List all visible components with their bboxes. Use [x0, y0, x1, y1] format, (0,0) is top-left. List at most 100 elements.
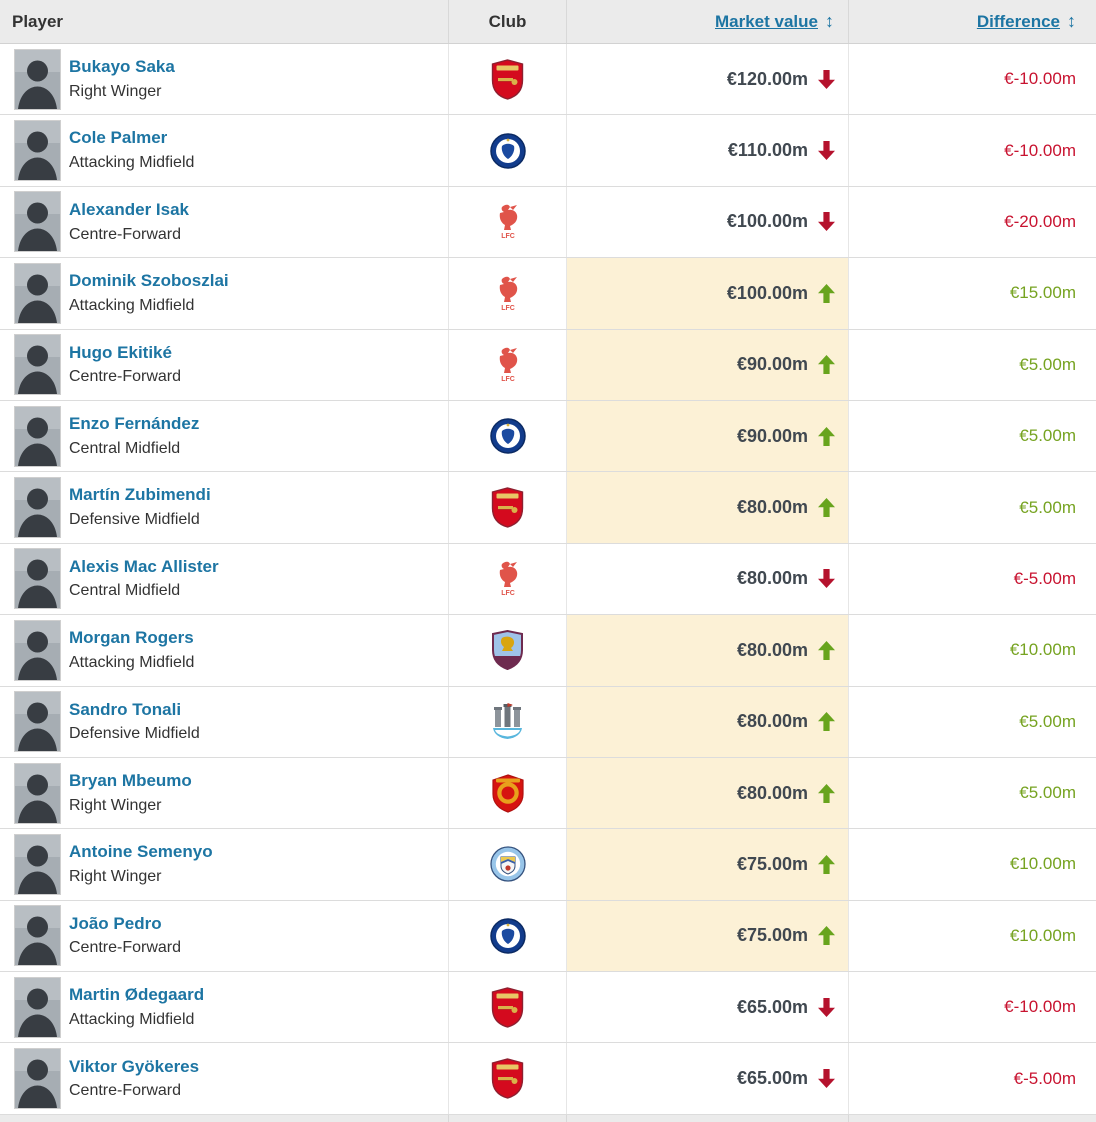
club-badge-aston-villa[interactable] — [492, 630, 523, 671]
club-badge-arsenal[interactable] — [491, 487, 524, 528]
difference-value: €5.00m — [1019, 426, 1076, 446]
decrease-arrow-icon — [818, 212, 835, 232]
player-position: Right Winger — [69, 868, 162, 886]
player-photo[interactable] — [14, 262, 61, 324]
market-value: €80.00m — [736, 711, 808, 732]
decrease-arrow-icon — [818, 997, 835, 1017]
player-name-link[interactable]: Bukayo Saka — [69, 57, 175, 77]
difference-sort-link[interactable]: Difference — [976, 11, 1060, 31]
market-value: €80.00m — [736, 639, 808, 660]
player-photo[interactable] — [14, 762, 61, 824]
player-photo[interactable] — [14, 619, 61, 681]
next-row-partial-strip — [0, 1114, 1096, 1122]
player-photo[interactable] — [14, 833, 61, 895]
player-name-link[interactable]: Martín Zubimendi — [69, 485, 211, 505]
difference-value: €10.00m — [1009, 925, 1076, 945]
club-badge-chelsea[interactable] — [489, 918, 526, 954]
player-name-link[interactable]: Morgan Rogers — [69, 628, 194, 648]
table-row: Bryan Mbeumo Right Winger €80.00m €5.00m — [0, 757, 1096, 830]
player-position: Attacking Midfield — [69, 653, 195, 671]
player-photo[interactable] — [14, 691, 61, 753]
player-photo[interactable] — [14, 191, 61, 253]
player-photo[interactable] — [14, 405, 61, 467]
market-value-sort-link[interactable]: Market value — [715, 11, 818, 31]
club-badge-liverpool[interactable]: LFC — [495, 203, 521, 240]
player-photo[interactable] — [14, 548, 61, 610]
player-name-link[interactable]: Bryan Mbeumo — [69, 770, 192, 790]
player-name-link[interactable]: Martin Ødegaard — [69, 985, 205, 1005]
difference-value: €5.00m — [1019, 497, 1076, 517]
player-name-link[interactable]: Enzo Fernández — [69, 414, 200, 433]
market-value: €120.00m — [726, 68, 808, 89]
club-badge-liverpool[interactable]: LFC — [495, 560, 521, 597]
player-name-link[interactable]: Cole Palmer — [69, 128, 168, 148]
player-position: Defensive Midfield — [69, 725, 200, 743]
difference-value: €5.00m — [1019, 711, 1076, 731]
club-badge-liverpool[interactable]: LFC — [495, 346, 521, 383]
market-value: €100.00m — [726, 211, 808, 232]
market-value: €75.00m — [736, 925, 808, 946]
club-badge-chelsea[interactable] — [489, 132, 526, 169]
player-position: Centre-Forward — [69, 939, 182, 957]
player-position: Centre-Forward — [69, 1082, 182, 1100]
table-row: Martin Ødegaard Attacking Midfield €65.0… — [0, 972, 1096, 1044]
svg-text:LFC: LFC — [501, 376, 515, 383]
player-name-link[interactable]: João Pedro — [69, 913, 162, 933]
player-name-link[interactable]: Alexander Isak — [69, 199, 190, 219]
player-photo[interactable] — [14, 334, 61, 396]
difference-value: €5.00m — [1019, 783, 1076, 803]
decrease-arrow-icon — [818, 69, 835, 89]
club-badge-man-united[interactable] — [491, 773, 525, 813]
club-badge-newcastle[interactable] — [491, 703, 524, 740]
difference-value: €10.00m — [1009, 640, 1076, 660]
increase-arrow-icon — [818, 783, 835, 803]
player-name-link[interactable]: Dominik Szoboszlai — [69, 271, 229, 291]
increase-arrow-icon — [818, 926, 835, 946]
player-position: Attacking Midfield — [69, 1010, 195, 1028]
table-row: Antoine Semenyo Right Winger €75.00m €10… — [0, 829, 1096, 901]
difference-value: €10.00m — [1009, 854, 1076, 874]
player-name-link[interactable]: Hugo Ekitiké — [69, 342, 172, 362]
sort-updown-icon[interactable]: ↕ — [825, 11, 834, 31]
table-row: João Pedro Centre-Forward €75.00m €10.00… — [0, 900, 1096, 973]
player-name-link[interactable]: Alexis Mac Allister — [69, 556, 219, 576]
club-badge-liverpool[interactable]: LFC — [495, 275, 521, 312]
increase-arrow-icon — [818, 426, 835, 446]
club-badge-chelsea[interactable] — [489, 418, 526, 454]
player-photo[interactable] — [14, 477, 61, 539]
table-row: Cole Palmer Attacking Midfield €110.00m … — [0, 115, 1096, 187]
difference-value: €-10.00m — [1004, 140, 1076, 160]
difference-value: €-5.00m — [1013, 568, 1076, 588]
club-badge-arsenal[interactable] — [491, 987, 524, 1028]
player-photo[interactable] — [14, 120, 61, 182]
market-value: €110.00m — [727, 140, 808, 161]
player-name-link[interactable]: Viktor Gyökeres — [69, 1056, 200, 1076]
table-row: Alexander Isak Centre-Forward LFC €100.0… — [0, 186, 1096, 259]
player-photo[interactable] — [14, 48, 61, 110]
table-row: Enzo Fernández Central Midfield €90.00m … — [0, 400, 1096, 473]
table-row: Dominik Szoboszlai Attacking Midfield LF… — [0, 258, 1096, 330]
table-body: Bukayo Saka Right Winger €120.00m €-10.0… — [0, 44, 1096, 1115]
decrease-arrow-icon — [818, 569, 835, 589]
club-badge-man-city[interactable] — [489, 846, 526, 883]
player-position: Right Winger — [69, 796, 162, 814]
player-photo[interactable] — [14, 976, 61, 1038]
sort-updown-icon[interactable]: ↕ — [1067, 11, 1076, 31]
table-row: Martín Zubimendi Defensive Midfield €80.… — [0, 472, 1096, 544]
decrease-arrow-icon — [818, 141, 835, 161]
club-badge-arsenal[interactable] — [491, 1058, 524, 1099]
difference-value: €5.00m — [1019, 354, 1076, 374]
player-name-link[interactable]: Antoine Semenyo — [69, 842, 213, 862]
market-value: €80.00m — [736, 782, 808, 803]
player-photo[interactable] — [14, 905, 61, 967]
player-photo[interactable] — [14, 1048, 61, 1110]
club-badge-arsenal[interactable] — [491, 58, 524, 100]
player-position: Attacking Midfield — [69, 296, 195, 314]
market-value: €65.00m — [736, 996, 808, 1017]
increase-arrow-icon — [818, 498, 835, 518]
player-name-link[interactable]: Sandro Tonali — [69, 699, 182, 719]
market-value: €90.00m — [736, 425, 808, 446]
column-header-difference: Difference ↕ — [848, 0, 1096, 43]
increase-arrow-icon — [818, 640, 835, 660]
